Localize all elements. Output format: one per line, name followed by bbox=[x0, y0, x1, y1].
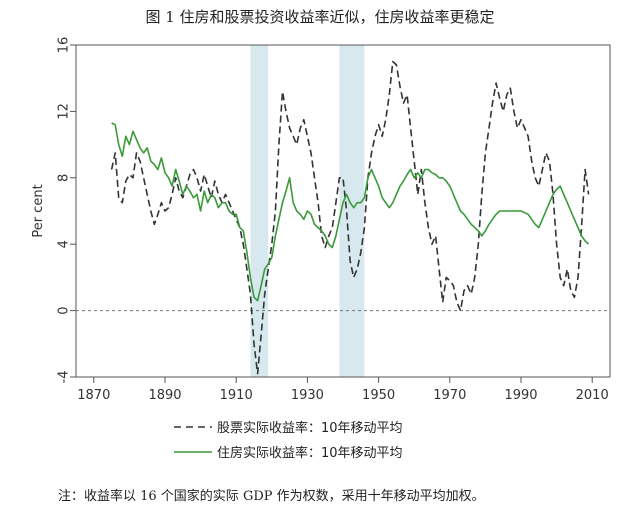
y-tick-label: 0 bbox=[57, 306, 72, 314]
y-tick-label: 8 bbox=[57, 174, 72, 182]
footnote: 注：收益率以 16 个国家的实际 GDP 作为权数，采用十年移动平均加权。 bbox=[58, 489, 485, 504]
x-tick-label: 1870 bbox=[77, 388, 110, 403]
shaded-period-0 bbox=[250, 45, 269, 377]
x-tick-label: 1970 bbox=[433, 388, 466, 403]
x-tick-label: 1990 bbox=[504, 388, 537, 403]
x-tick-label: 2010 bbox=[576, 388, 609, 403]
y-tick-label: -4 bbox=[57, 371, 72, 384]
y-axis-label: Per cent bbox=[31, 184, 46, 237]
plot-frame bbox=[75, 44, 611, 378]
series-line-housing bbox=[111, 122, 590, 302]
shaded-period-1 bbox=[339, 45, 365, 377]
y-tick-label: 4 bbox=[57, 240, 72, 248]
series-lines bbox=[110, 60, 590, 375]
series-line-stock bbox=[110, 60, 590, 375]
axes: 1870 1890 1910 1930 1950 1970 1990 2010 -4 0 4 8 12 1… bbox=[57, 37, 609, 403]
y-tick-label: 12 bbox=[57, 103, 72, 120]
x-tick-label: 1930 bbox=[291, 388, 324, 403]
legend: 股票实际收益率：10年移动平均 住房实际收益率：10年移动平均 bbox=[174, 420, 403, 461]
legend-label-housing: 住房实际收益率：10年移动平均 bbox=[217, 445, 403, 461]
y-tick-label: 16 bbox=[57, 37, 72, 54]
x-tick-label: 1890 bbox=[148, 388, 181, 403]
shaded-periods bbox=[250, 45, 365, 377]
x-tick-label: 1950 bbox=[362, 388, 395, 403]
chart-title: 图 1 住房和股票投资收益率近似，住房收益率更稳定 bbox=[145, 8, 495, 26]
x-tick-label: 1910 bbox=[220, 388, 253, 403]
legend-label-stock: 股票实际收益率：10年移动平均 bbox=[217, 420, 403, 436]
